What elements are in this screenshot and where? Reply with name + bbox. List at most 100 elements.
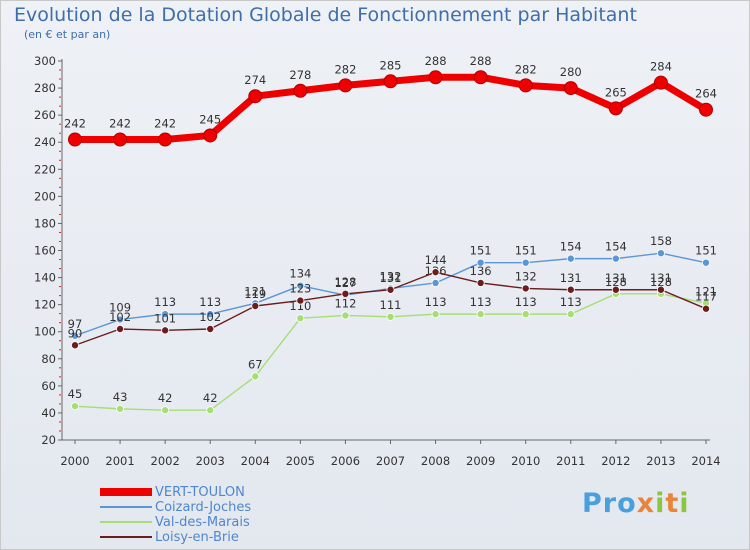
x-tick-label: 2010 [511,454,540,468]
data-point [296,281,305,290]
data-point [611,254,620,263]
data-point [296,314,305,323]
x-tick-label: 2005 [286,454,315,468]
data-label: 42 [158,391,173,405]
series-val-des-marais: 45 43 42 42 67 110 112 111 113 113 113 113 128 128 121 [68,275,717,415]
data-label: 158 [650,234,672,248]
data-point [116,404,125,413]
x-tick-label: 2007 [376,454,405,468]
data-point [566,310,575,319]
x-tick-label: 2008 [421,454,450,468]
data-label: 128 [650,275,672,289]
data-point [71,341,80,350]
data-label: 128 [605,275,627,289]
y-tick-label: 80 [41,352,56,366]
data-point [521,284,530,293]
data-point [431,268,440,277]
legend-swatch [100,521,152,523]
legend-label: Loisy-en-Brie [155,530,239,545]
y-tick-label: 180 [34,216,56,230]
data-label: 101 [154,311,176,325]
data-label: 288 [470,54,492,68]
x-tick-label: 2003 [196,454,225,468]
proxiti-logo: Proxiti [582,488,690,519]
data-label: 113 [515,295,537,309]
data-label: 274 [244,73,266,87]
data-label: 132 [380,269,402,283]
data-label: 285 [380,58,402,72]
legend-label: Coizard-Joches [155,500,252,515]
data-point [206,406,215,415]
x-tick-label: 2002 [151,454,180,468]
data-point [251,372,260,381]
data-label: 242 [109,117,131,131]
data-label: 154 [605,240,627,254]
data-point [161,406,170,415]
data-label: 119 [244,287,266,301]
data-point [476,278,485,287]
x-tick-label: 2001 [105,454,134,468]
data-label: 264 [695,87,717,101]
data-label: 132 [515,269,537,283]
data-label: 113 [154,295,176,309]
data-point [566,254,575,263]
data-point [248,89,263,104]
data-point [386,285,395,294]
y-tick-label: 260 [34,108,56,122]
y-tick-label: 100 [34,325,56,339]
data-point [473,70,488,85]
data-point [383,74,398,89]
chart-title: Evolution de la Dotation Globale de Fonc… [14,4,637,26]
x-tick-label: 2000 [60,454,89,468]
data-point [476,258,485,267]
data-label: 102 [199,310,221,324]
data-label: 123 [289,282,311,296]
y-tick-label: 140 [34,271,56,285]
y-tick-label: 220 [34,162,56,176]
data-point [158,132,173,147]
data-label: 280 [560,65,582,79]
data-label: 113 [560,295,582,309]
data-label: 121 [244,284,266,298]
legend-swatch [100,536,152,538]
data-label: 278 [289,68,311,82]
y-tick-label: 240 [34,135,56,149]
data-point [293,83,308,98]
data-point [338,78,353,93]
data-label: 288 [425,54,447,68]
data-label: 109 [109,301,131,315]
data-point [203,128,218,143]
data-point [161,326,170,335]
x-tick-label: 2011 [556,454,585,468]
data-label: 144 [425,253,447,267]
data-point [431,310,440,319]
legend-swatch [100,506,152,508]
data-point [521,310,530,319]
data-label: 45 [68,387,83,401]
data-label: 127 [334,276,356,290]
data-point [699,102,713,117]
data-label: 67 [248,357,263,371]
series-vert-toulon: 242 242 242 245 274 278 282 285 288 288 282 280 265 2… [64,54,717,147]
y-tick-label: 160 [34,244,56,258]
data-label: 131 [380,271,402,285]
x-tick-label: 2009 [466,454,495,468]
data-label: 154 [560,240,582,254]
data-label: 131 [650,271,672,285]
data-point [702,304,711,313]
data-point [653,75,668,90]
y-tick-label: 120 [34,298,56,312]
data-label: 113 [199,295,221,309]
data-point [113,132,128,147]
data-label: 42 [203,391,218,405]
x-tick-label: 2013 [646,454,675,468]
data-point [566,285,575,294]
data-point [341,289,350,298]
data-label: 97 [68,317,83,331]
data-label: 282 [334,62,356,76]
x-tick-label: 2012 [601,454,630,468]
data-label: 43 [113,390,128,404]
